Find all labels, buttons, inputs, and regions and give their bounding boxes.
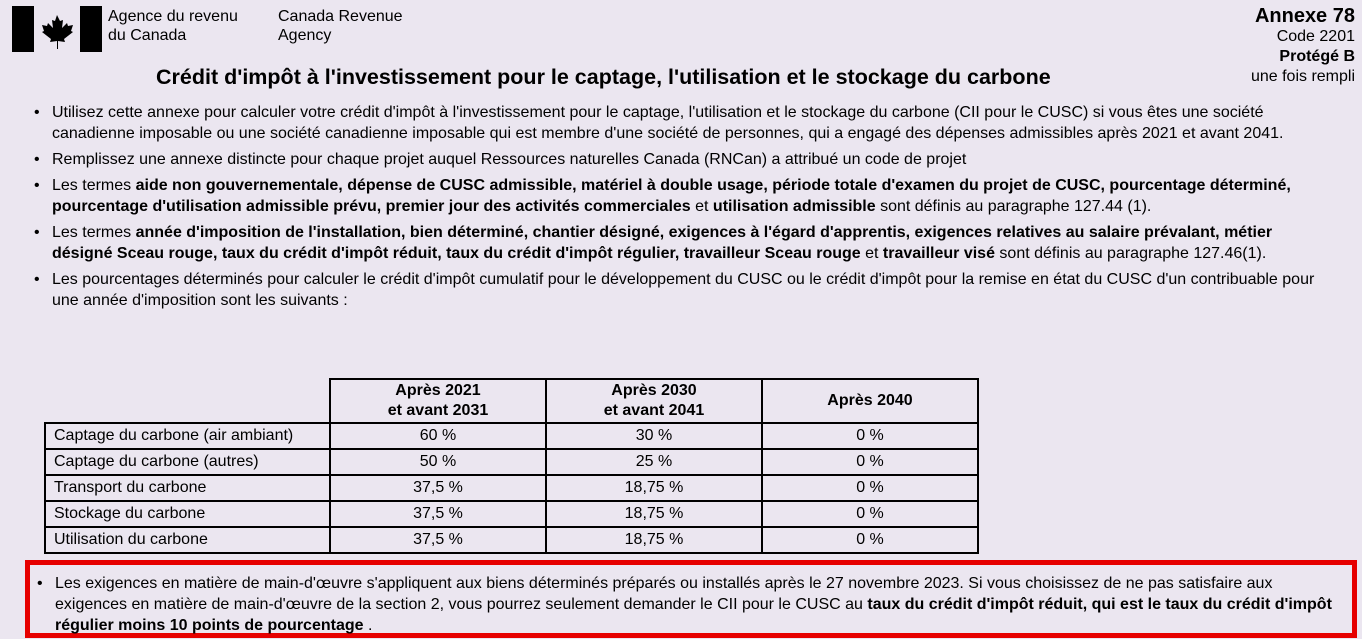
notice-text: Les exigences en matière de main-d'œuvre… [37, 573, 1337, 636]
agency-fr-line1: Agence du revenu [108, 8, 238, 25]
annexe-number: Annexe 78 [1254, 5, 1355, 27]
text-segment: Les termes [52, 224, 136, 241]
bold-term: année d'imposition de l'installation, bi… [52, 224, 1273, 262]
rate-cell: 37,5 % [329, 474, 547, 502]
instruction-item: Utilisez cette annexe pour calculer votr… [34, 102, 1334, 144]
text-segment: et [860, 245, 883, 262]
bold-term: travailleur visé [882, 245, 995, 262]
instruction-item: Les termes année d'imposition de l'insta… [34, 222, 1334, 264]
table-row: Captage du carbone (air ambiant) 60 % 30 %… [44, 422, 979, 450]
percentage-table: Après 2021 et avant 2031 Après 2030 et ava… [44, 378, 979, 554]
instruction-item: Remplissez une annexe distincte pour cha… [34, 149, 1334, 170]
text-segment: . [363, 617, 373, 634]
agency-en-line2: Agency [278, 27, 332, 44]
category-cell: Utilisation du carbone [44, 526, 331, 554]
table-row: Transport du carbone 37,5 % 18,75 % 0 % [44, 474, 979, 502]
protection-level: Protégé B [1279, 48, 1355, 65]
form-identifier: Annexe 78 Code 2201 Protégé B une fois r… [1251, 5, 1355, 87]
instruction-item: Les termes aide non gouvernementale, dép… [34, 175, 1334, 217]
table-header: Après 2021 et avant 2031 [329, 378, 547, 424]
canada-flag-logo [12, 6, 102, 52]
header-line: Après 2040 [827, 392, 913, 409]
rate-cell: 0 % [761, 526, 979, 554]
table-row: Stockage du carbone 37,5 % 18,75 % 0 % [44, 500, 979, 528]
rate-cell: 0 % [761, 474, 979, 502]
bold-term: utilisation admissible [712, 198, 876, 215]
bold-term: aide non gouvernementale, dépense de CUS… [52, 177, 1291, 215]
table-header-row: Après 2021 et avant 2031 Après 2030 et ava… [45, 378, 979, 424]
rate-cell: 60 % [329, 422, 547, 450]
labour-requirements-notice: Les exigences en matière de main-d'œuvre… [25, 560, 1357, 638]
table-header-empty [45, 379, 330, 424]
category-cell: Captage du carbone (autres) [44, 448, 331, 476]
header-line: Après 2021 [395, 382, 481, 399]
rate-cell: 37,5 % [329, 500, 547, 528]
form-code: Code 2201 [1276, 28, 1355, 45]
category-cell: Captage du carbone (air ambiant) [44, 422, 331, 450]
header-line: et avant 2031 [387, 402, 489, 419]
agency-name-en: Canada Revenue Agency [278, 7, 403, 45]
header-line: Après 2030 [611, 382, 697, 399]
table-header: Après 2030 et avant 2041 [545, 378, 763, 424]
text-segment: Les termes [52, 177, 136, 194]
bold-term: taux du crédit d'impôt réduit, qui est l… [55, 596, 1332, 634]
instructions-list: Utilisez cette annexe pour calculer votr… [34, 102, 1334, 316]
agency-en-line1: Canada Revenue [278, 8, 403, 25]
rate-cell: 25 % [545, 448, 763, 476]
text-segment: Utilisez cette annexe pour calculer votr… [52, 104, 1284, 142]
header-line: et avant 2041 [603, 402, 705, 419]
text-segment: sont définis au paragraphe 127.44 (1). [875, 198, 1152, 215]
table-row: Captage du carbone (autres) 50 % 25 % 0 % [44, 448, 979, 476]
rate-cell: 0 % [761, 500, 979, 528]
category-cell: Transport du carbone [44, 474, 331, 502]
text-segment: Les exigences en matière de main-d'œuvre… [55, 575, 1273, 613]
agency-name-fr: Agence du revenu du Canada [108, 7, 238, 45]
table-row: Utilisation du carbone 37,5 % 18,75 % 0 % [44, 526, 979, 554]
rate-cell: 0 % [761, 448, 979, 476]
rate-cell: 18,75 % [545, 474, 763, 502]
text-segment: Remplissez une annexe distincte pour cha… [52, 151, 967, 168]
rate-cell: 18,75 % [545, 526, 763, 554]
rate-cell: 30 % [545, 422, 763, 450]
text-segment: et [690, 198, 713, 215]
instruction-item: Les pourcentages déterminés pour calcule… [34, 269, 1334, 311]
agency-fr-line2: du Canada [108, 27, 187, 44]
rate-cell: 18,75 % [545, 500, 763, 528]
rate-cell: 0 % [761, 422, 979, 450]
category-cell: Stockage du carbone [44, 500, 331, 528]
page-title: Crédit d'impôt à l'investissement pour l… [156, 65, 1051, 89]
text-segment: Les pourcentages déterminés pour calcule… [52, 271, 1315, 309]
text-segment: sont définis au paragraphe 127.46(1). [994, 245, 1267, 262]
rate-cell: 37,5 % [329, 526, 547, 554]
table-header: Après 2040 [761, 378, 979, 424]
rate-cell: 50 % [329, 448, 547, 476]
protection-note: une fois rempli [1250, 68, 1355, 85]
